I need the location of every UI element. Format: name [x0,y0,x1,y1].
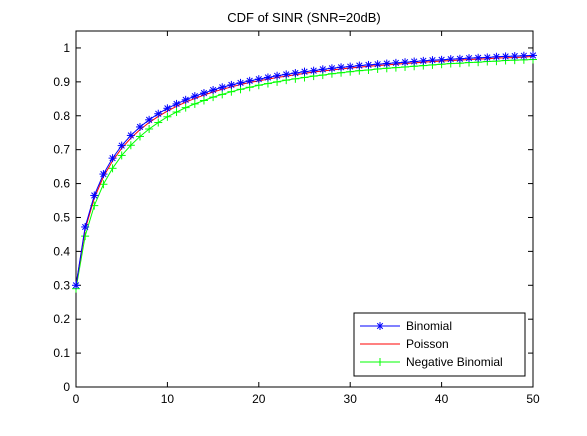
legend-label-poisson: Poisson [406,337,449,351]
data-point-negative-binomial [218,90,227,99]
data-point-negative-binomial [126,141,135,150]
data-point-binomial [337,63,346,72]
y-tick-label: 0.6 [53,177,70,191]
data-point-binomial [190,92,199,101]
data-point-negative-binomial [154,118,163,127]
data-point-binomial [446,55,455,64]
y-tick-label: 0.8 [53,109,70,123]
data-point-binomial [209,85,218,94]
data-point-negative-binomial [163,112,172,121]
y-tick-label: 0.5 [53,210,70,224]
data-point-negative-binomial [172,108,181,117]
data-point-binomial [309,66,318,75]
data-point-binomial [154,109,163,118]
data-point-binomial [81,222,90,231]
plot-area: 0 10 20 30 40 50 0 0.1 0.2 0.3 0.4 0.5 0.6 0.7 0.8 0.9 1… [53,30,540,406]
x-tick-label: 40 [435,392,449,406]
y-tick-label: 0 [63,380,70,394]
data-point-binomial [254,75,263,84]
data-point-binomial [327,64,336,73]
data-point-negative-binomial [117,151,126,160]
data-point-binomial [382,59,391,68]
data-point-binomial [501,52,510,61]
data-point-binomial [510,52,519,61]
data-point-binomial [218,83,227,92]
legend-marker-binomial [376,322,384,330]
data-point-binomial [245,76,254,85]
data-point-binomial [72,281,80,290]
y-tick-label: 0.4 [53,244,70,258]
data-point-binomial [199,89,208,98]
data-point-negative-binomial [190,99,199,108]
data-point-binomial [519,51,528,60]
legend-label-negative-binomial: Negative Binomial [406,355,503,369]
data-point-binomial [428,56,437,65]
series-line-binomial [75,54,534,286]
data-point-negative-binomial [199,96,208,105]
data-point-binomial [410,57,419,66]
data-point-binomial [474,53,483,62]
data-point-binomial [99,170,108,179]
data-point-binomial [419,56,428,65]
data-point-binomial [455,54,464,63]
data-point-binomial [236,78,245,87]
data-point-binomial [300,67,309,76]
axes-box [75,30,534,388]
x-tick-label: 10 [161,392,175,406]
series-line-negative-binomial [75,58,534,289]
data-point-binomial [273,71,282,80]
data-point-binomial [373,60,382,69]
data-point-binomial [401,58,410,67]
data-point-binomial [163,104,172,113]
data-point-binomial [291,69,300,78]
data-point-binomial [318,65,327,74]
legend-label-binomial: Binomial [406,319,452,333]
series-line-poisson [75,55,534,286]
data-point-negative-binomial [209,93,218,102]
data-point-binomial [126,131,135,140]
data-point-binomial [529,51,537,60]
data-point-negative-binomial [227,87,236,96]
data-point-binomial [263,73,272,82]
data-point-binomial [364,60,373,69]
y-tick-label: 0.2 [53,312,70,326]
y-tick-label: 0.9 [53,75,70,89]
y-tick-label: 0.7 [53,143,70,157]
data-point-binomial [391,58,400,67]
data-point-binomial [172,99,181,108]
data-point-negative-binomial [81,232,90,241]
data-point-binomial [465,54,474,63]
y-tick-label: 1 [63,41,70,55]
data-point-binomial [355,61,364,70]
data-point-binomial [181,95,190,104]
x-tick-label: 50 [526,392,540,406]
x-tick-label: 20 [252,392,266,406]
x-tick-label: 30 [344,392,358,406]
data-point-binomial [492,52,501,61]
data-point-binomial [227,80,236,89]
data-point-binomial [437,55,446,64]
data-point-binomial [108,154,117,163]
data-point-negative-binomial [181,103,190,112]
legend-marker-negative-binomial [376,358,384,366]
data-point-negative-binomial [145,124,154,133]
data-point-binomial [346,62,355,71]
y-tick-label: 0.1 [53,346,70,360]
data-point-binomial [90,191,99,200]
chart-title: CDF of SINR (SNR=20dB) [227,10,381,25]
data-point-negative-binomial [108,164,117,173]
y-tick-label: 0.3 [53,278,70,292]
data-point-negative-binomial [135,132,144,141]
data-point-binomial [282,70,291,79]
data-point-binomial [483,53,492,62]
data-point-binomial [135,122,144,131]
data-point-binomial [145,115,154,124]
data-point-binomial [117,141,126,150]
x-tick-label: 0 [73,392,80,406]
